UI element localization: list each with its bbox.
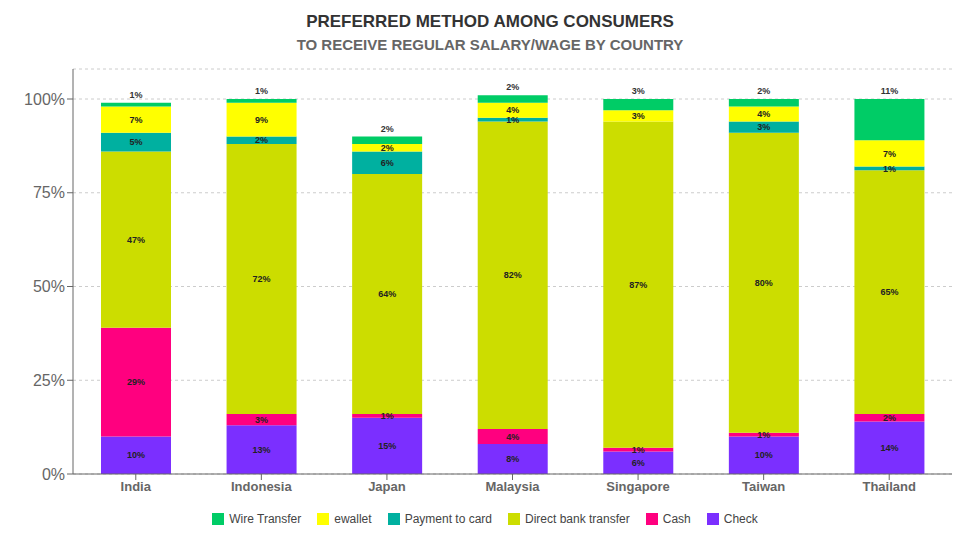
svg-text:3%: 3% [632,86,645,96]
svg-text:65%: 65% [880,287,898,297]
svg-text:1%: 1% [883,164,896,174]
svg-text:Japan: Japan [368,479,406,494]
svg-text:1%: 1% [757,430,770,440]
svg-text:10%: 10% [755,450,773,460]
html-text:Wire Transfer: Wire Transfer [229,512,302,526]
html-text:Cash: Cash [662,512,691,526]
svg-text:80%: 80% [755,278,773,288]
svg-text:Taiwan: Taiwan [742,479,785,494]
svg-text:2%: 2% [757,86,770,96]
svg-text:8%: 8% [506,454,519,464]
svg-text:11%: 11% [881,86,899,96]
svg-text:87%: 87% [629,280,647,290]
svg-text:Thailand: Thailand [862,479,916,494]
svg-text:1%: 1% [381,411,394,421]
svg-text:Singapore: Singapore [606,479,670,494]
html-text:Payment to card: Payment to card [404,512,492,526]
svg-text:India: India [121,479,152,494]
svg-text:47%: 47% [127,235,145,245]
svg-text:64%: 64% [378,289,396,299]
html-text:PREFERRED METHOD AMONG CONSUME: PREFERRED METHOD AMONG CONSUMERS [306,12,674,31]
svg-text:9%: 9% [255,115,268,125]
svg-text:14%: 14% [880,443,898,453]
svg-text:0%: 0% [42,466,65,483]
html-text:TO RECEIVE REGULAR SALARY/WAGE: TO RECEIVE REGULAR SALARY/WAGE BY COUNTR… [296,36,684,53]
svg-text:3%: 3% [632,111,645,121]
svg-text:Malaysia: Malaysia [485,479,540,494]
svg-text:1%: 1% [506,115,519,125]
svg-text:29%: 29% [127,377,145,387]
svg-text:3%: 3% [255,415,268,425]
svg-text:2%: 2% [381,143,394,153]
svg-text:15%: 15% [378,441,396,451]
html-text:Check: Check [723,512,758,526]
svg-text:2%: 2% [883,413,896,423]
svg-text:50%: 50% [33,278,65,295]
svg-text:75%: 75% [33,184,65,201]
svg-text:Indonesia: Indonesia [231,479,292,494]
svg-text:7%: 7% [129,115,142,125]
svg-text:6%: 6% [632,458,645,468]
svg-text:2%: 2% [381,124,394,134]
svg-text:4%: 4% [506,432,519,442]
svg-text:5%: 5% [129,137,142,147]
svg-text:13%: 13% [253,445,271,455]
svg-text:72%: 72% [253,274,271,284]
svg-text:100%: 100% [24,91,65,108]
svg-text:3%: 3% [757,122,770,132]
svg-text:4%: 4% [757,109,770,119]
svg-text:1%: 1% [632,445,645,455]
svg-text:10%: 10% [127,450,145,460]
svg-text:2%: 2% [506,82,519,92]
svg-text:4%: 4% [506,105,519,115]
html-text:Direct bank transfer: Direct bank transfer [525,512,630,526]
svg-text:1%: 1% [129,90,142,100]
svg-text:7%: 7% [883,149,896,159]
svg-text:82%: 82% [504,270,522,280]
html-text:ewallet: ewallet [334,512,372,526]
svg-text:6%: 6% [381,158,394,168]
svg-text:1%: 1% [255,86,268,96]
svg-text:25%: 25% [33,372,65,389]
svg-text:2%: 2% [255,135,268,145]
